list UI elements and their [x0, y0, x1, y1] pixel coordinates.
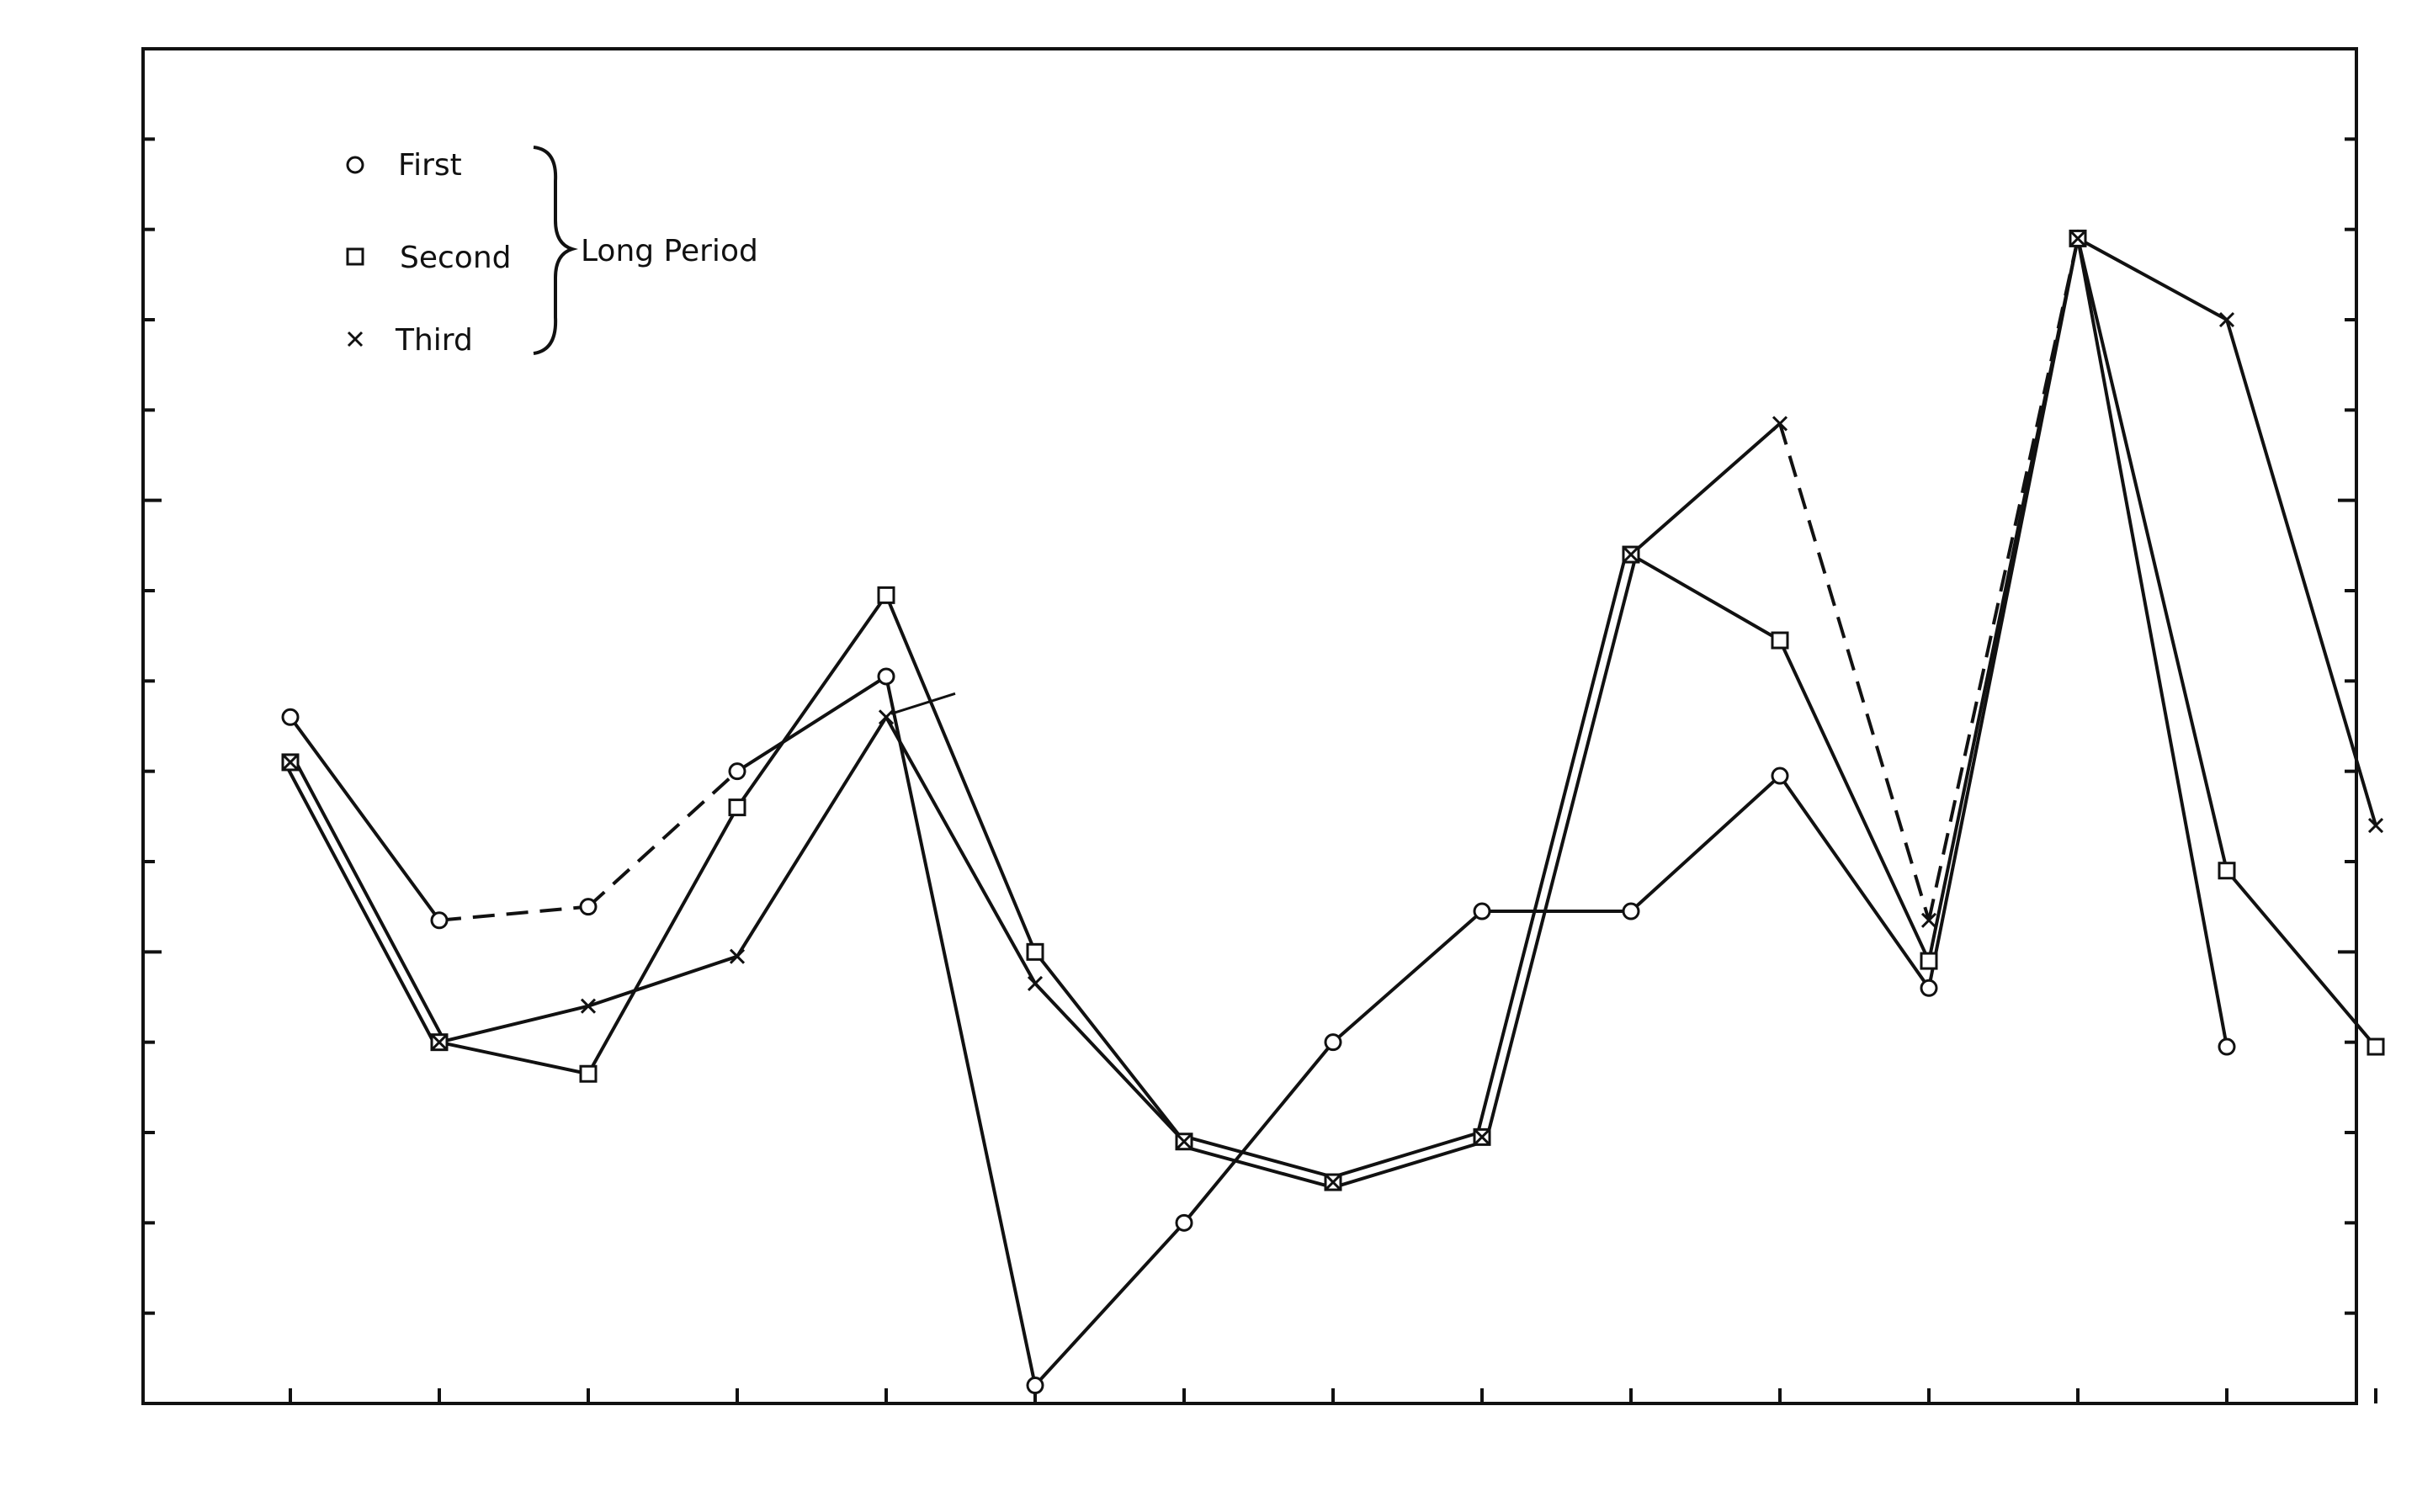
first-point-marker [1771, 767, 1789, 785]
third-series-line [1033, 982, 1186, 1143]
legend-first-marker [346, 156, 364, 174]
first-series-line [2076, 238, 2228, 1048]
plot-frame [141, 47, 2358, 1405]
third-series-line [438, 1004, 589, 1044]
second-series-line [1778, 639, 1931, 962]
third-point-marker [2069, 231, 2086, 247]
second-third-shared-line [293, 759, 446, 1041]
legend: First Second Third Long Period [346, 146, 758, 358]
third-point-marker [1920, 912, 1937, 928]
third-point-marker [282, 754, 299, 770]
lines-layer [284, 236, 2377, 1387]
third-point-marker [2367, 818, 2384, 834]
second-series-line [736, 594, 888, 809]
third-series-line [884, 716, 1037, 984]
third-point-marker [1623, 547, 1639, 563]
third-series-line [1629, 422, 1782, 556]
second-series-line [1630, 553, 1781, 642]
first-series-line [1331, 910, 1484, 1044]
legend-second-label: Second [400, 241, 512, 275]
first-point-marker [1026, 1377, 1044, 1395]
legend-third-label: Third [395, 323, 473, 358]
third-series-line [2077, 236, 2228, 321]
first-point-marker [877, 667, 895, 686]
second-series-line [2076, 237, 2228, 872]
first-series-line [736, 675, 888, 773]
first-series-line [1778, 774, 1931, 989]
second-third-shared-line [1331, 1130, 1481, 1180]
second-point-marker [579, 1064, 598, 1083]
second-point-marker [1771, 631, 1789, 650]
second-third-shared-line [1475, 553, 1628, 1137]
second-series-line [884, 594, 1037, 953]
second-point-marker [2218, 862, 2236, 880]
markers-layer [281, 229, 2385, 1395]
first-series-line [1629, 774, 1782, 913]
third-point-marker [1176, 1133, 1193, 1149]
third-point-marker [431, 1034, 448, 1050]
second-third-shared-line [1334, 1140, 1485, 1189]
first-series-line [438, 905, 589, 922]
third-series-line [587, 954, 738, 1008]
first-series-line [1033, 1221, 1186, 1387]
second-series-line [2225, 869, 2377, 1048]
second-third-shared-line [284, 763, 437, 1046]
first-series-line [884, 676, 1037, 1386]
first-point-marker [1473, 902, 1491, 920]
first-point-marker [281, 708, 300, 726]
legend-first-label: First [398, 148, 462, 183]
first-point-marker [1324, 1033, 1342, 1052]
third-series-line [1927, 237, 2080, 921]
first-series-line [289, 716, 441, 921]
third-point-marker [1474, 1129, 1490, 1145]
second-point-marker [2367, 1037, 2385, 1056]
third-point-marker [1027, 975, 1044, 991]
third-point-marker [878, 709, 895, 725]
first-point-marker [1920, 979, 1938, 997]
ta-leader-line [890, 692, 956, 715]
labels-layer [890, 692, 956, 715]
first-point-marker [579, 898, 598, 916]
third-point-marker [1325, 1174, 1341, 1191]
first-series-line [1182, 1041, 1335, 1224]
axes-layer [141, 47, 2377, 1405]
legend-group-label: Long Period [581, 234, 758, 268]
first-point-marker [2218, 1037, 2236, 1056]
third-series-line [1778, 422, 1931, 921]
legend-second-marker [346, 247, 364, 266]
third-point-marker [2218, 311, 2235, 328]
first-series-line [587, 770, 739, 909]
second-third-shared-line [1182, 1144, 1332, 1189]
first-point-marker [1622, 902, 1640, 920]
second-series-line [438, 1040, 589, 1076]
third-series-line [736, 716, 888, 958]
legend-brace [533, 146, 578, 355]
second-point-marker [877, 586, 895, 604]
second-series-line [587, 806, 739, 1075]
legend-third-marker [347, 331, 364, 347]
second-point-marker [728, 798, 746, 817]
third-point-marker [580, 998, 597, 1014]
third-series-line [2225, 319, 2377, 826]
first-point-marker [430, 911, 449, 930]
second-third-shared-line [1485, 555, 1638, 1139]
first-point-marker [1175, 1213, 1193, 1232]
first-point-marker [728, 762, 746, 781]
third-point-marker [1772, 416, 1788, 432]
second-third-shared-line [1185, 1135, 1336, 1180]
third-point-marker [729, 948, 746, 964]
second-series-line [1033, 951, 1186, 1143]
second-point-marker [1920, 952, 1938, 970]
second-point-marker [1026, 942, 1044, 961]
